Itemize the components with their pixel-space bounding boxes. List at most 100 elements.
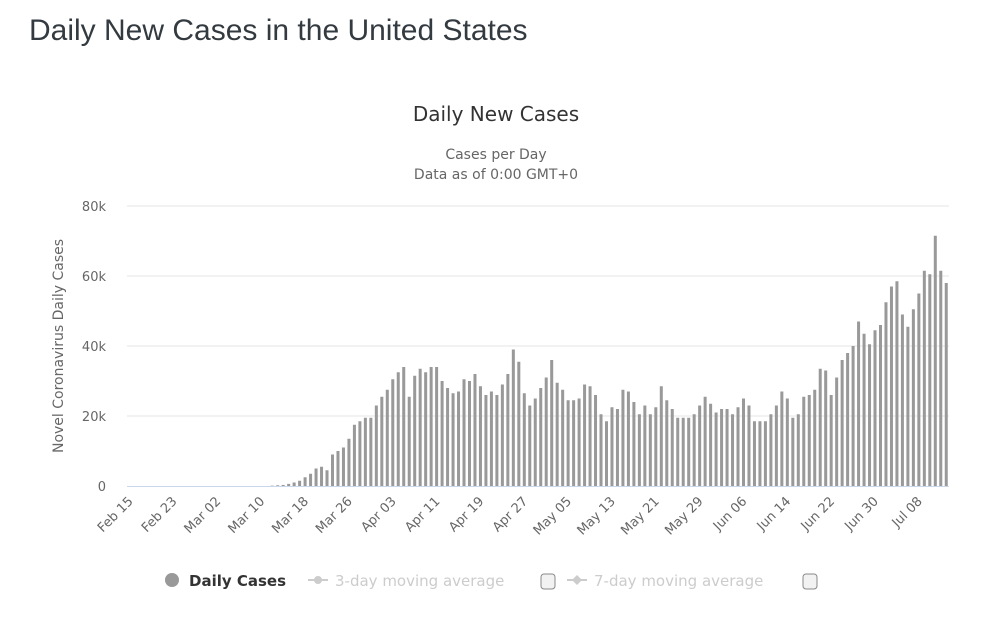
bar[interactable] [709, 403, 713, 486]
bar[interactable] [889, 286, 893, 487]
bar[interactable] [648, 414, 652, 486]
bar[interactable] [736, 407, 740, 486]
bar[interactable] [796, 414, 800, 486]
bar[interactable] [659, 386, 663, 486]
bar[interactable] [878, 325, 882, 486]
bar[interactable] [533, 398, 537, 487]
bar[interactable] [429, 367, 433, 486]
bar[interactable] [303, 477, 307, 486]
bar[interactable] [895, 281, 899, 486]
bar[interactable] [725, 409, 729, 486]
bar[interactable] [281, 484, 285, 486]
bar[interactable] [714, 412, 718, 487]
bar[interactable] [868, 344, 872, 486]
bar[interactable] [813, 389, 817, 486]
bar[interactable] [320, 466, 324, 486]
bar[interactable] [446, 388, 450, 486]
bar[interactable] [287, 483, 291, 486]
bar[interactable] [851, 346, 855, 486]
bar[interactable] [528, 405, 532, 487]
bar[interactable] [336, 451, 340, 486]
bar[interactable] [391, 379, 395, 486]
bar[interactable] [462, 379, 466, 486]
bar[interactable] [424, 372, 428, 486]
bar[interactable] [457, 391, 461, 487]
bar[interactable] [944, 283, 948, 486]
bar[interactable] [309, 473, 313, 486]
bar[interactable] [566, 400, 570, 486]
bar[interactable] [615, 409, 619, 486]
bar[interactable] [862, 333, 866, 486]
bar[interactable] [511, 349, 515, 487]
bar[interactable] [791, 417, 795, 486]
bar[interactable] [873, 330, 877, 486]
bar[interactable] [358, 421, 362, 486]
bar[interactable] [550, 360, 554, 486]
bar[interactable] [314, 468, 318, 487]
bar[interactable] [654, 407, 658, 486]
bar[interactable] [325, 470, 329, 486]
bar[interactable] [676, 417, 680, 486]
bar[interactable] [380, 396, 384, 486]
bar[interactable] [522, 393, 526, 486]
bar[interactable] [374, 405, 378, 487]
bar[interactable] [500, 384, 504, 487]
bar[interactable] [473, 374, 477, 486]
bar[interactable] [577, 398, 581, 487]
bar[interactable] [922, 270, 926, 486]
bar[interactable] [467, 381, 471, 486]
bar[interactable] [670, 409, 674, 486]
bar[interactable] [495, 395, 499, 486]
bar[interactable] [917, 293, 921, 487]
bar[interactable] [933, 235, 937, 486]
bar[interactable] [802, 396, 806, 486]
toggle-3-day-checkbox[interactable] [540, 573, 556, 590]
bar[interactable] [807, 395, 811, 486]
bar[interactable] [906, 326, 910, 486]
bar[interactable] [517, 361, 521, 486]
bar[interactable] [769, 414, 773, 486]
bar[interactable] [665, 400, 669, 486]
bar[interactable] [643, 405, 647, 487]
bar[interactable] [939, 270, 943, 486]
bar[interactable] [763, 421, 767, 486]
bar[interactable] [824, 370, 828, 487]
bar[interactable] [588, 386, 592, 486]
legend-item-daily-cases[interactable]: Daily Cases [165, 572, 286, 590]
bar[interactable] [489, 391, 493, 487]
bar[interactable] [681, 417, 685, 486]
bar[interactable] [610, 407, 614, 486]
bar[interactable] [687, 417, 691, 486]
bar[interactable] [347, 438, 351, 486]
bar[interactable] [758, 421, 762, 486]
bar[interactable] [594, 395, 598, 486]
bar[interactable] [741, 398, 745, 487]
bar[interactable] [785, 398, 789, 487]
bar[interactable] [572, 400, 576, 486]
legend-item-7-day-moving-average[interactable]: 7-day moving average [567, 572, 763, 590]
bar[interactable] [451, 393, 455, 486]
bar[interactable] [440, 381, 444, 486]
bar[interactable] [506, 374, 510, 486]
bar[interactable] [555, 382, 559, 486]
bar[interactable] [698, 405, 702, 487]
bar[interactable] [747, 405, 751, 487]
bar[interactable] [341, 447, 345, 487]
bar[interactable] [298, 480, 302, 486]
bar[interactable] [752, 421, 756, 486]
bar[interactable] [621, 389, 625, 486]
bar[interactable] [583, 384, 587, 487]
bar[interactable] [840, 360, 844, 486]
bar[interactable] [330, 454, 334, 487]
bar[interactable] [352, 424, 356, 486]
bar[interactable] [829, 395, 833, 486]
bar[interactable] [720, 409, 724, 486]
bar[interactable] [774, 405, 778, 487]
bar[interactable] [835, 377, 839, 487]
bar[interactable] [413, 375, 417, 486]
bar[interactable] [928, 274, 932, 486]
bar[interactable] [780, 391, 784, 487]
bar[interactable] [637, 414, 641, 486]
bar[interactable] [544, 377, 548, 487]
bar[interactable] [561, 389, 565, 486]
